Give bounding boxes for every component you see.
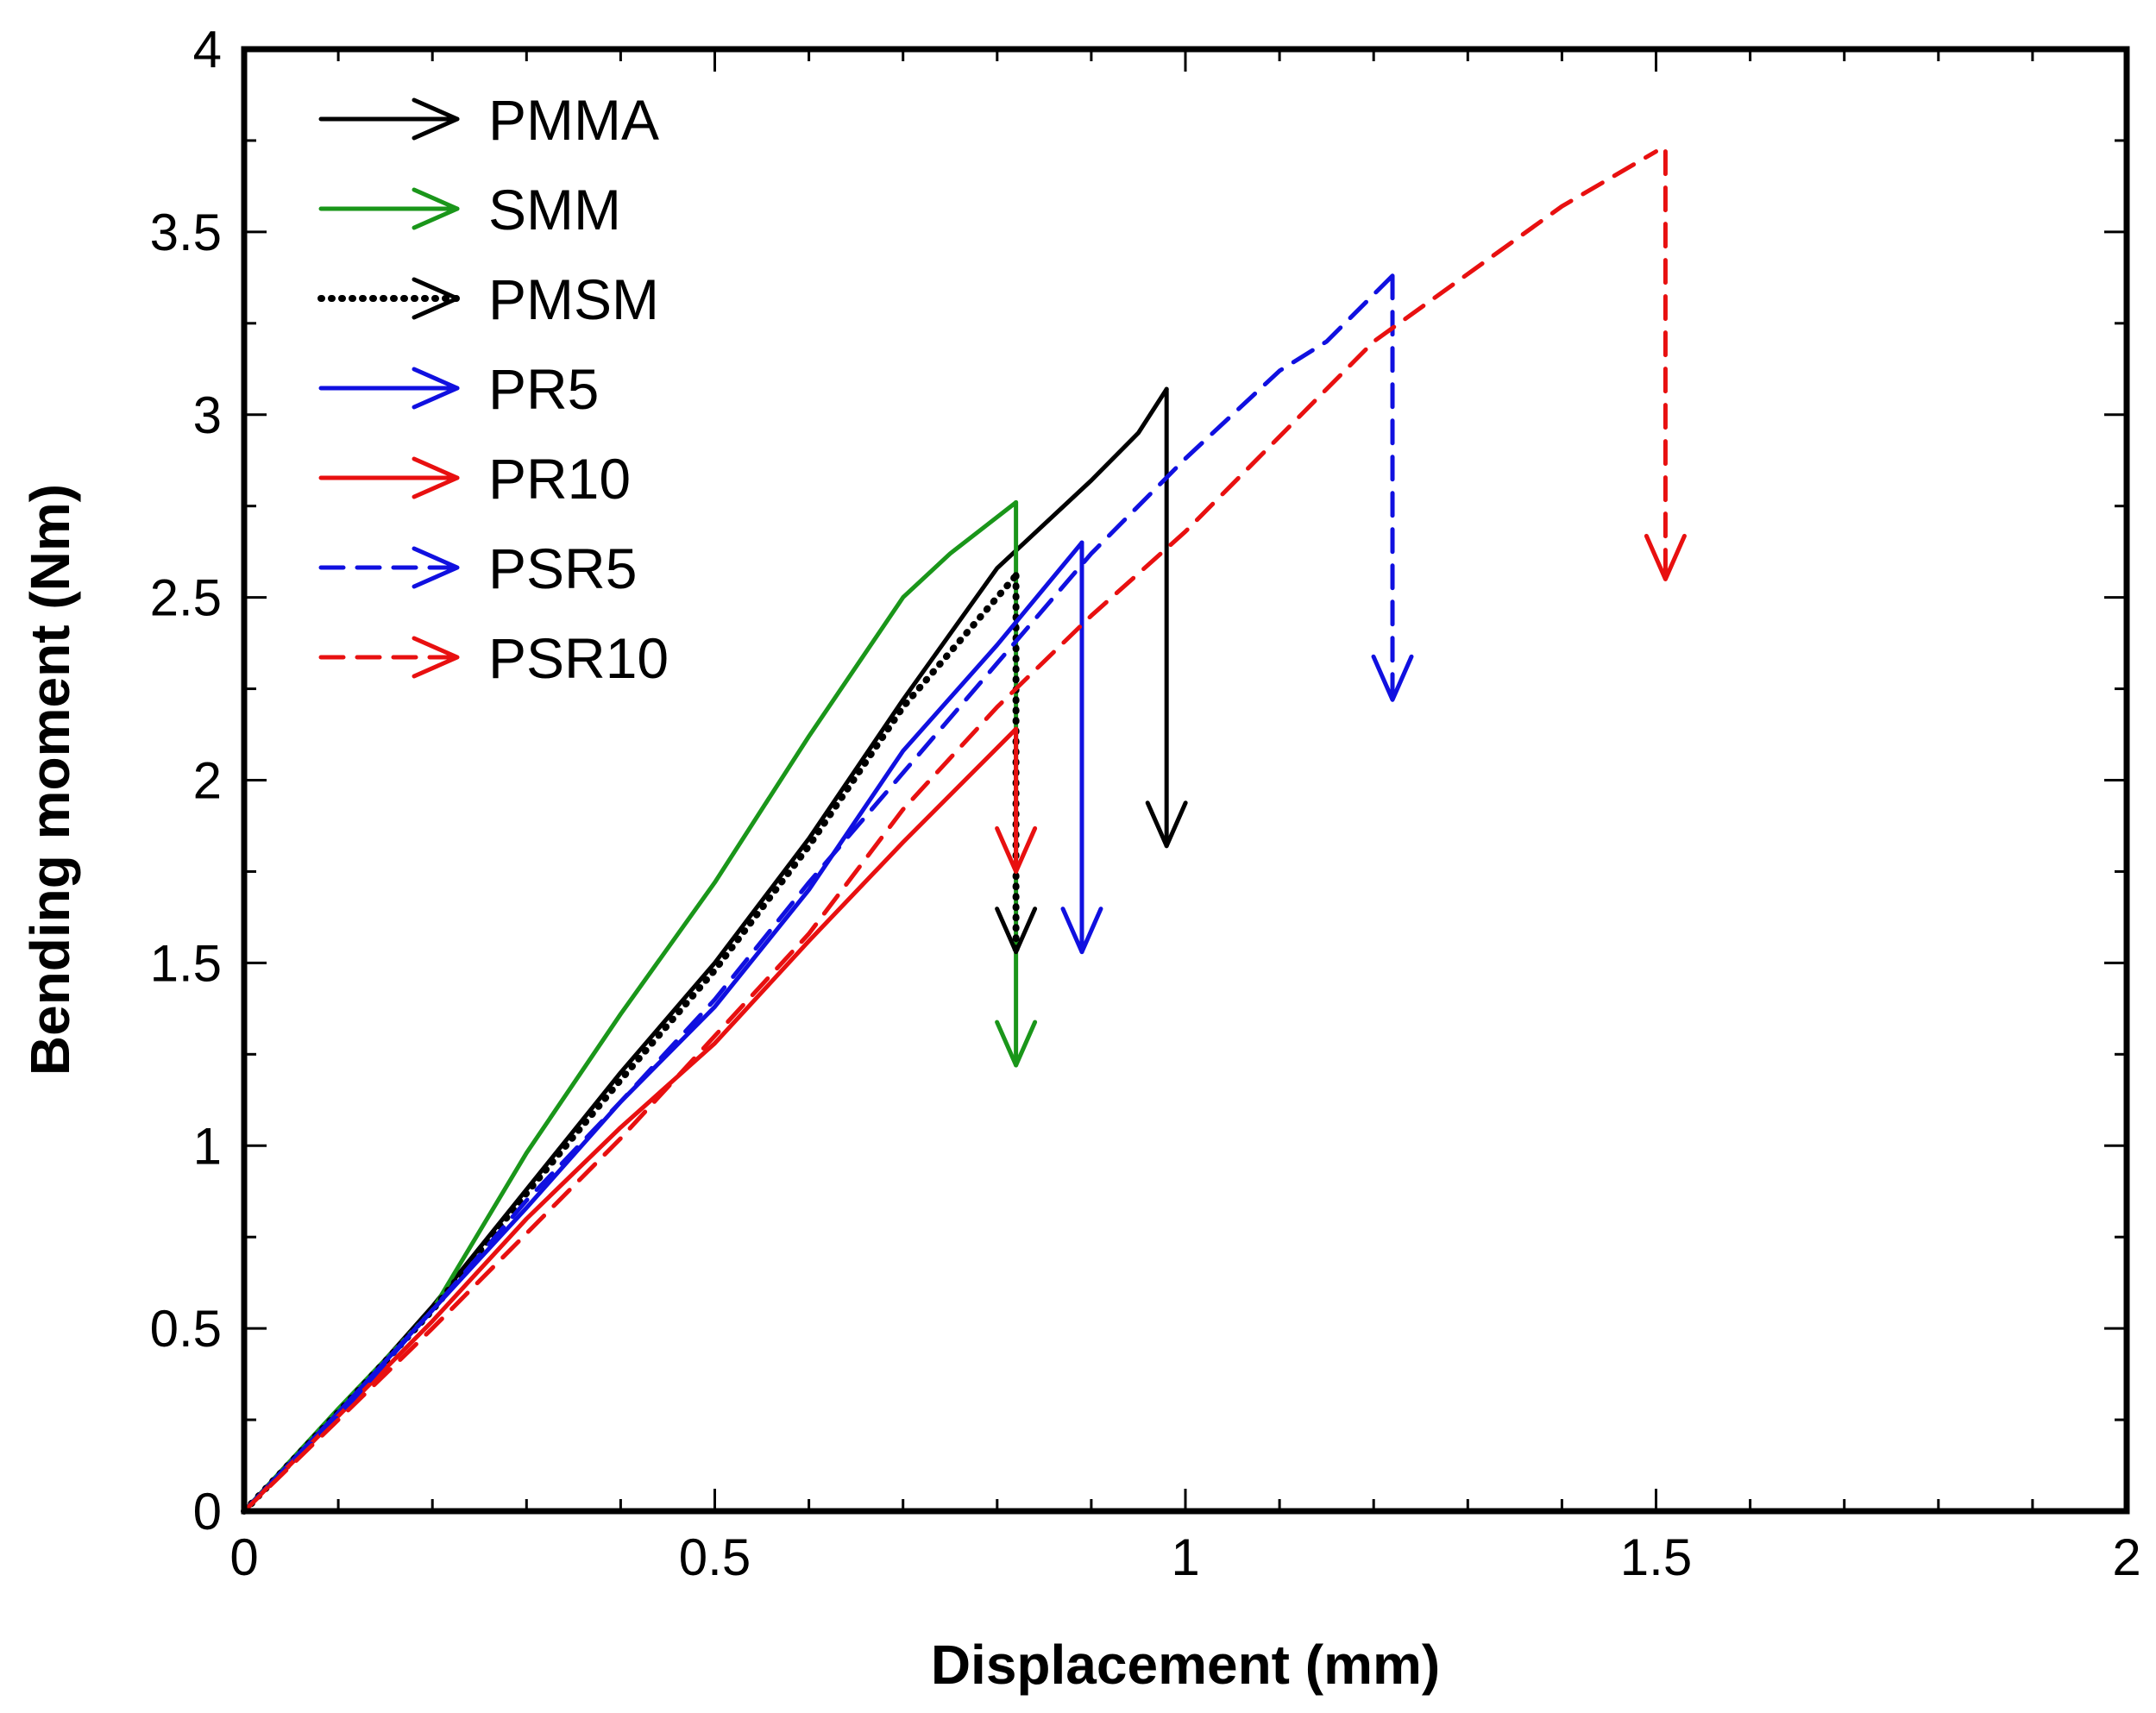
arrow-head (1060, 907, 1103, 955)
x-tick-label: 0 (229, 1528, 258, 1586)
series-layer (241, 149, 1687, 1515)
arrow-head (412, 367, 460, 410)
arrow-head (995, 825, 1038, 874)
series-pmsm (241, 572, 1038, 1515)
series-line (242, 726, 1019, 1514)
x-tick-label: 1.5 (1620, 1528, 1692, 1586)
y-tick-label: 1 (193, 1117, 222, 1175)
series-line (242, 149, 1658, 1514)
legend-item-pmsm: PMSM (317, 267, 659, 331)
y-tick-label: 2 (193, 752, 222, 810)
y-axis-title: Bending moment (Nm) (19, 484, 81, 1076)
series-line (242, 540, 1084, 1514)
legend-label: PMSM (488, 267, 659, 331)
legend-item-pmma: PMMA (318, 88, 659, 152)
plot-frame (241, 46, 2130, 1515)
y-tick-label: 2.5 (150, 569, 222, 627)
series-line (242, 273, 1395, 1514)
x-axis-title: Displacement (mm) (931, 1634, 1440, 1696)
series-line (242, 386, 1169, 1514)
arrow-head (412, 636, 460, 679)
y-tick-label: 4 (193, 21, 222, 78)
series-psr10 (242, 149, 1687, 1514)
legend-item-smm: SMM (318, 178, 621, 242)
legend-item-psr5: PSR5 (318, 536, 637, 600)
series-line (241, 572, 1020, 1515)
x-tick-label: 0.5 (679, 1528, 751, 1586)
series-pmma (242, 386, 1188, 1514)
series-pr10 (242, 726, 1038, 1514)
y-tick-label: 0 (193, 1483, 222, 1540)
series-pr5 (242, 540, 1103, 1514)
x-tick-label: 1 (1171, 1528, 1199, 1586)
y-tick-label: 1.5 (150, 934, 222, 992)
legend-label: PSR5 (488, 536, 637, 600)
arrow-head (1644, 533, 1687, 581)
legend-label: SMM (488, 178, 621, 242)
arrow-head (412, 546, 460, 589)
arrow-head (1371, 654, 1414, 702)
series-psr5 (242, 273, 1414, 1514)
y-tick-label: 3.5 (150, 204, 222, 261)
arrow-head (995, 907, 1038, 955)
arrow-head (995, 1020, 1038, 1068)
arrow-head (1145, 800, 1188, 849)
legend-item-pr10: PR10 (318, 447, 631, 511)
arrow-head (412, 187, 460, 230)
arrow-head (412, 277, 460, 320)
legend-label: PMMA (488, 88, 659, 152)
legend-item-psr10: PSR10 (318, 626, 669, 690)
legend-item-pr5: PR5 (318, 357, 599, 421)
legend-label: PR10 (488, 447, 631, 511)
x-tick-label: 2 (2112, 1528, 2140, 1586)
legend: PMMA SMM PMSM PR5 PR10 PSR5 PSR10 (317, 88, 669, 690)
arrow-head (412, 97, 460, 141)
ticks-layer: 0 0.5 1 1.5 2 0 0.5 1 1.5 2 2.5 3 3.5 4 (150, 21, 2141, 1586)
y-tick-label: 0.5 (150, 1300, 222, 1358)
arrow-head (412, 456, 460, 499)
legend-label: PR5 (488, 357, 599, 421)
y-tick-label: 3 (193, 386, 222, 444)
legend-label: PSR10 (488, 626, 669, 690)
